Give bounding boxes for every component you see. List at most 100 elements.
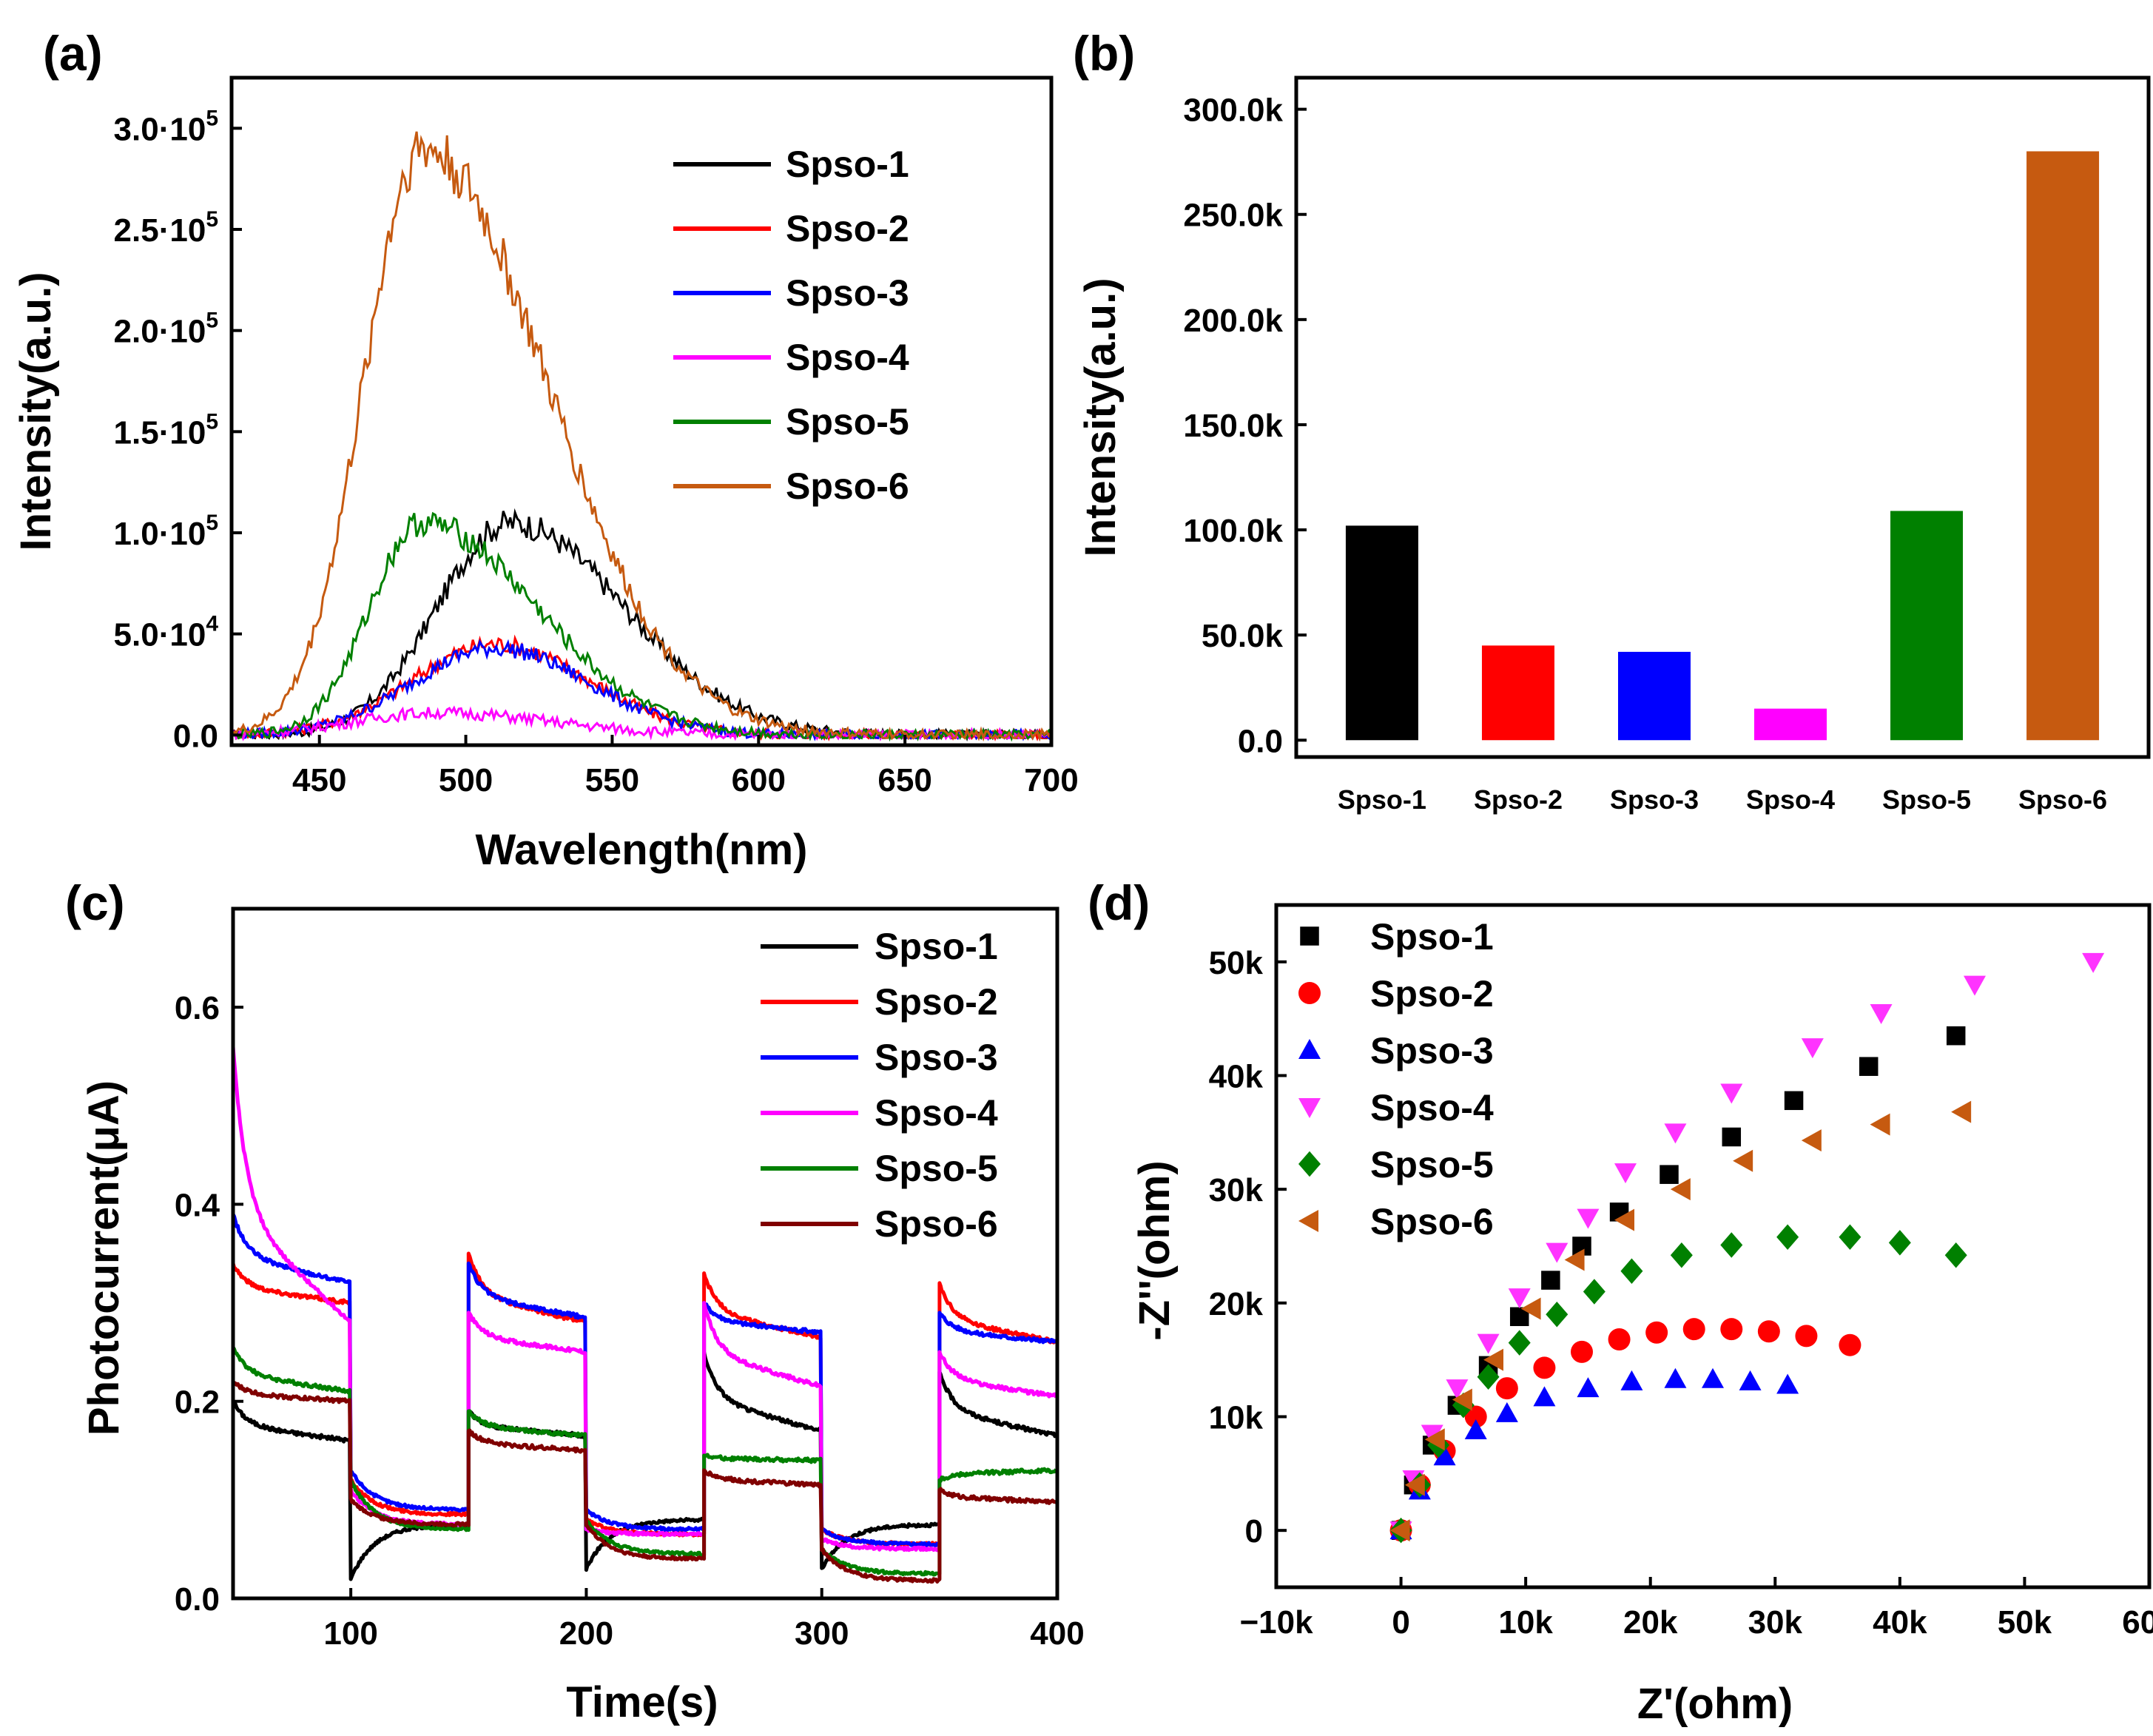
panel-b-bar-spso-1 [1345,525,1418,741]
panel-d-legend-marker [1300,926,1319,946]
panel-d-series-spso-2 [1389,1318,1861,1542]
panel-a-y-tick-label: 2.5·105 [114,207,218,249]
panel-d-legend: Spso-1 Spso-2 Spso-3 Spso-4 Spso-5 Spso-6 [1298,916,1494,1242]
panel-d-label: (d) [1088,875,1150,930]
panel-a-legend-label: Spso-5 [786,401,909,443]
panel-d-point [1477,1364,1500,1390]
panel-a-y-axis-title: Intensity(a.u.) [12,272,60,551]
panel-d-y-tick-label: 30k [1209,1172,1264,1208]
panel-d-point [1577,1377,1600,1398]
panel-d-y-tick-label: 50k [1209,945,1264,981]
panel-c-legend-label: Spso-5 [875,1148,998,1189]
panel-d-nyquist-chart: (d) −10k 0 10k 20k 30k 40k 50k 60k 0 10k 20k 30k 40… [1088,875,2153,1728]
panel-b-bar-spso-3 [1617,651,1691,741]
panel-a-y-tick-label: 3.0·105 [114,106,218,147]
panel-a-series-spso-3 [230,639,1053,741]
panel-a-legend-label: Spso-3 [786,272,909,314]
panel-a-x-tick-label: 700 [1024,762,1078,798]
panel-d-point [1964,975,1986,996]
panel-c-x-tick-label: 100 [323,1615,377,1652]
panel-c-y-axis-title: Photocurrent(μA) [80,1080,128,1436]
panel-d-point [1670,1178,1691,1201]
panel-d-point [1733,1149,1753,1172]
panel-b-category-label: Spso-4 [1746,784,1835,815]
panel-d-point [1495,1402,1518,1422]
panel-d-point [1508,1288,1531,1309]
panel-d-legend-label: Spso-2 [1370,973,1494,1015]
panel-d-point [1795,1325,1818,1348]
panel-d-point [1433,1445,1456,1466]
panel-c-x-tick-label: 400 [1030,1615,1084,1652]
panel-d-legend-marker [1298,1151,1321,1177]
panel-d-point [1946,1026,1966,1046]
panel-b-category-label: Spso-3 [1610,784,1699,815]
panel-d-point [1944,1242,1967,1268]
panel-d-series-spso-6 [1389,1100,1972,1542]
panel-d-point [2082,952,2105,973]
panel-d-point [1541,1271,1560,1290]
panel-d-point [1404,1473,1425,1496]
panel-d-series-group [1389,952,2105,1544]
panel-a-x-tick-label: 600 [732,762,786,798]
panel-c-y-tick-label: 0.6 [175,990,220,1026]
panel-d-x-tick-label: 30k [1748,1604,1803,1641]
panel-d-x-tick-label: 40k [1873,1604,1927,1641]
panel-d-legend-marker [1298,1039,1321,1059]
panel-c-legend-label: Spso-3 [875,1037,998,1078]
panel-a-label: (a) [43,26,103,81]
panel-d-point [1520,1297,1541,1320]
panel-d-point [1660,1165,1679,1184]
panel-b-category-labels: Spso-1 Spso-2 Spso-3 Spso-4 Spso-5 Spso-6 [1338,784,2107,815]
panel-d-y-tick-label: 10k [1209,1400,1264,1436]
panel-c-x-tick-label: 200 [559,1615,613,1652]
panel-d-point [1464,1419,1487,1439]
panel-d-point [1664,1123,1687,1144]
panel-b-y-tick-label: 50.0k [1202,618,1284,654]
panel-b-category-label: Spso-2 [1474,784,1563,815]
panel-d-x-tick-label: 50k [1998,1604,2052,1641]
panel-d-point [1682,1318,1705,1341]
panel-c-y-tick-label: 0.0 [175,1581,220,1618]
panel-d-x-tick-label: 10k [1498,1604,1553,1641]
panel-d-point [1776,1373,1799,1394]
panel-c-series-spso-6 [232,1380,1057,1584]
panel-d-point [1757,1320,1780,1343]
panel-c-legend-label: Spso-1 [875,926,998,967]
panel-d-point [1839,1333,1861,1356]
panel-c-legend: Spso-1 Spso-2 Spso-3 Spso-4 Spso-5 Spso-6 [761,926,998,1245]
panel-b-bar-spso-6 [2026,151,2100,741]
panel-a-y-tick-label: 2.0·105 [114,309,218,350]
panel-d-point [1495,1377,1518,1400]
panel-d-legend-label: Spso-6 [1370,1201,1494,1242]
panel-d-point [1452,1388,1472,1411]
panel-d-legend-label: Spso-3 [1370,1030,1494,1071]
panel-d-point [1614,1163,1637,1184]
panel-b-y-tick-label: 100.0k [1183,513,1283,549]
panel-d-point [1664,1367,1687,1388]
panel-b-y-axis-title: Intensity(a.u.) [1076,277,1125,556]
panel-c-series-spso-2 [231,1251,1058,1547]
panel-d-point [1620,1258,1643,1285]
panel-b-bar-spso-5 [1890,511,1964,741]
panel-a-legend-label: Spso-2 [786,208,909,249]
panel-d-point [1670,1242,1693,1268]
panel-a-legend-label: Spso-6 [786,465,909,507]
panel-d-point [1477,1333,1500,1354]
panel-b-y-tick-label: 200.0k [1183,303,1283,339]
panel-d-point [1645,1321,1668,1344]
panel-a-y-tick-label: 5.0·104 [114,612,219,653]
panel-c-label: (c) [65,875,125,930]
panel-d-point [1888,1230,1911,1256]
panel-b-y-tick-label: 250.0k [1183,198,1283,234]
panel-c-y-ticks: 0.0 0.2 0.4 0.6 [175,990,243,1618]
panel-a-y-tick-label: 0.0 [173,718,218,754]
panel-d-point [1483,1348,1503,1371]
panel-b-bars [1345,151,2100,741]
panel-c-series-group [231,1046,1058,1584]
panel-d-legend-label: Spso-5 [1370,1144,1494,1185]
panel-b-plot-frame [1294,75,2151,759]
panel-c-x-tick-label: 300 [795,1615,849,1652]
panel-d-x-tick-label: 0 [1392,1604,1409,1641]
panel-d-legend-label: Spso-1 [1370,916,1494,958]
panel-d-point [1424,1428,1445,1451]
